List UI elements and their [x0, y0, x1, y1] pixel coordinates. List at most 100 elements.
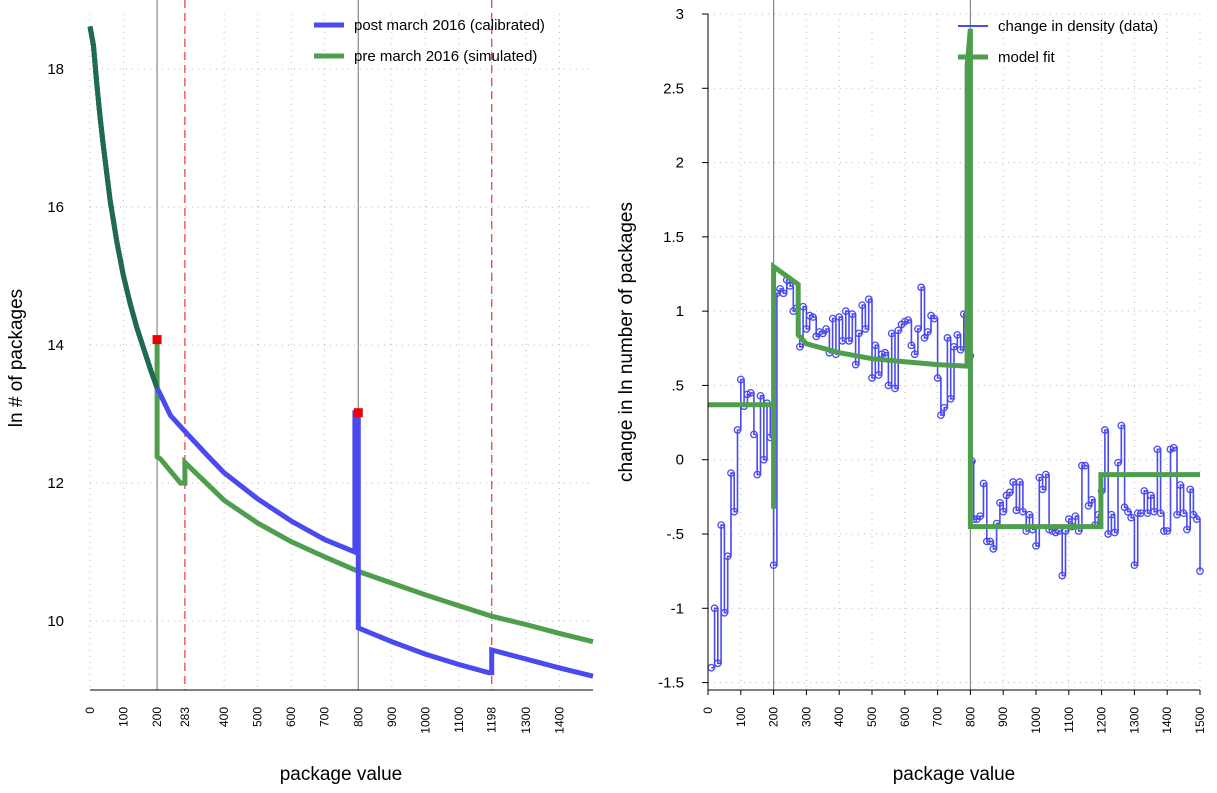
x-tick-label: 1000 — [1029, 707, 1043, 734]
x-tick-label: 700 — [931, 707, 945, 727]
data-point — [930, 314, 939, 323]
x-tick-label: 100 — [117, 707, 131, 727]
data-point — [868, 374, 876, 382]
data-point — [1169, 443, 1178, 452]
left-y-axis-title: ln # of packages — [6, 289, 27, 427]
data-point — [917, 283, 926, 292]
x-tick-label: 1000 — [418, 707, 432, 734]
y-tick-label: 12 — [47, 475, 64, 492]
left-series — [87, 25, 594, 679]
data-point — [1133, 509, 1142, 518]
left-grid — [89, 14, 593, 690]
data-point — [979, 479, 988, 488]
data-point — [730, 507, 739, 516]
y-tick-label: 16 — [47, 199, 64, 216]
data-point — [1101, 426, 1109, 434]
data-point — [723, 552, 732, 561]
y-tick-label: 2.5 — [663, 80, 684, 97]
data-point — [986, 537, 994, 546]
data-point — [835, 313, 844, 321]
data-point — [1160, 527, 1168, 535]
data-point — [956, 345, 965, 354]
data-point — [920, 334, 929, 342]
x-tick-label: 0 — [83, 707, 97, 714]
data-point — [871, 341, 880, 350]
y-tick-label: -1.5 — [658, 675, 684, 692]
y-tick-label: 14 — [47, 337, 64, 354]
right-y-ticks: -1.5 -1 -.5 0 .5 1 1.5 2 2.5 3 — [658, 6, 708, 692]
x-tick-label: 800 — [351, 707, 365, 727]
x-tick-label: 900 — [385, 707, 399, 727]
data-point — [822, 325, 830, 333]
x-tick-label: 200 — [150, 707, 164, 727]
data-point — [894, 326, 903, 335]
data-point — [982, 537, 991, 546]
data-point — [848, 310, 857, 318]
y-tick-label: 3 — [676, 6, 684, 23]
x-tick-label: 400 — [217, 707, 231, 727]
data-point — [1117, 421, 1126, 430]
data-point — [1196, 567, 1204, 575]
data-point — [1146, 491, 1155, 500]
left-chart: 10 12 14 16 18 0 100 200 283 400 500 600 700 800 900 1… — [6, 0, 594, 785]
right-legend: change in density (data) model fit — [958, 18, 1158, 66]
data-point — [1032, 542, 1040, 550]
data-marker — [353, 408, 363, 418]
data-point — [1123, 507, 1132, 516]
x-tick-label: 100 — [734, 707, 748, 727]
data-point — [753, 470, 762, 479]
data-point — [1038, 485, 1047, 494]
x-tick-label: 1300 — [519, 707, 533, 734]
y-tick-label: 1 — [676, 303, 684, 320]
x-tick-label: 0 — [701, 707, 715, 714]
left-x-ticks: 0 100 200 283 400 500 600 700 800 900 1000 1100 1198… — [83, 707, 566, 734]
legend-label-data: change in density (data) — [998, 18, 1158, 35]
right-y-axis-title: change in ln number of packages — [616, 202, 637, 482]
x-tick-label: 1500 — [1193, 707, 1207, 734]
data-point — [710, 604, 719, 613]
x-tick-label: 1400 — [552, 707, 566, 734]
data-point — [881, 348, 889, 357]
data-point — [904, 316, 912, 324]
data-point — [1179, 509, 1188, 518]
data-point — [845, 337, 853, 345]
data-point — [746, 389, 755, 397]
data-point — [976, 512, 985, 521]
data-point — [717, 521, 725, 529]
y-tick-label: .5 — [671, 377, 684, 394]
data-point — [733, 426, 742, 434]
data-point — [759, 455, 768, 464]
data-point — [923, 328, 932, 336]
data-point — [1025, 510, 1034, 519]
y-tick-label: 10 — [47, 613, 64, 630]
x-tick-label: 500 — [865, 707, 879, 727]
data-point — [1019, 507, 1027, 516]
data-point — [1035, 473, 1044, 482]
series-line-post — [87, 25, 594, 679]
right-chart: -1.5 -1 -.5 0 .5 1 1.5 2 2.5 3 0 100 200 300 400 500 60… — [616, 0, 1207, 785]
data-point — [910, 350, 919, 359]
x-tick-label: 900 — [996, 707, 1010, 727]
data-point — [1015, 478, 1024, 486]
data-point — [940, 403, 949, 412]
x-tick-label: 600 — [898, 707, 912, 727]
data-point — [1140, 487, 1149, 495]
data-point — [736, 375, 745, 384]
x-tick-label: 200 — [767, 707, 781, 727]
left-y-ticks: 10 12 14 16 18 — [47, 61, 64, 630]
data-point — [914, 325, 922, 333]
data-point — [1153, 445, 1162, 454]
data-point — [891, 384, 899, 393]
data-point — [996, 498, 1004, 507]
data-point — [1005, 488, 1014, 497]
x-tick-label: 600 — [284, 707, 298, 727]
x-tick-label: 283 — [178, 707, 192, 727]
data-point — [1071, 512, 1080, 521]
data-point — [851, 360, 860, 369]
data-point — [933, 374, 942, 382]
data-point — [1114, 458, 1122, 467]
data-point — [1127, 513, 1135, 522]
data-point — [861, 325, 870, 333]
x-tick-label: 300 — [799, 707, 813, 727]
